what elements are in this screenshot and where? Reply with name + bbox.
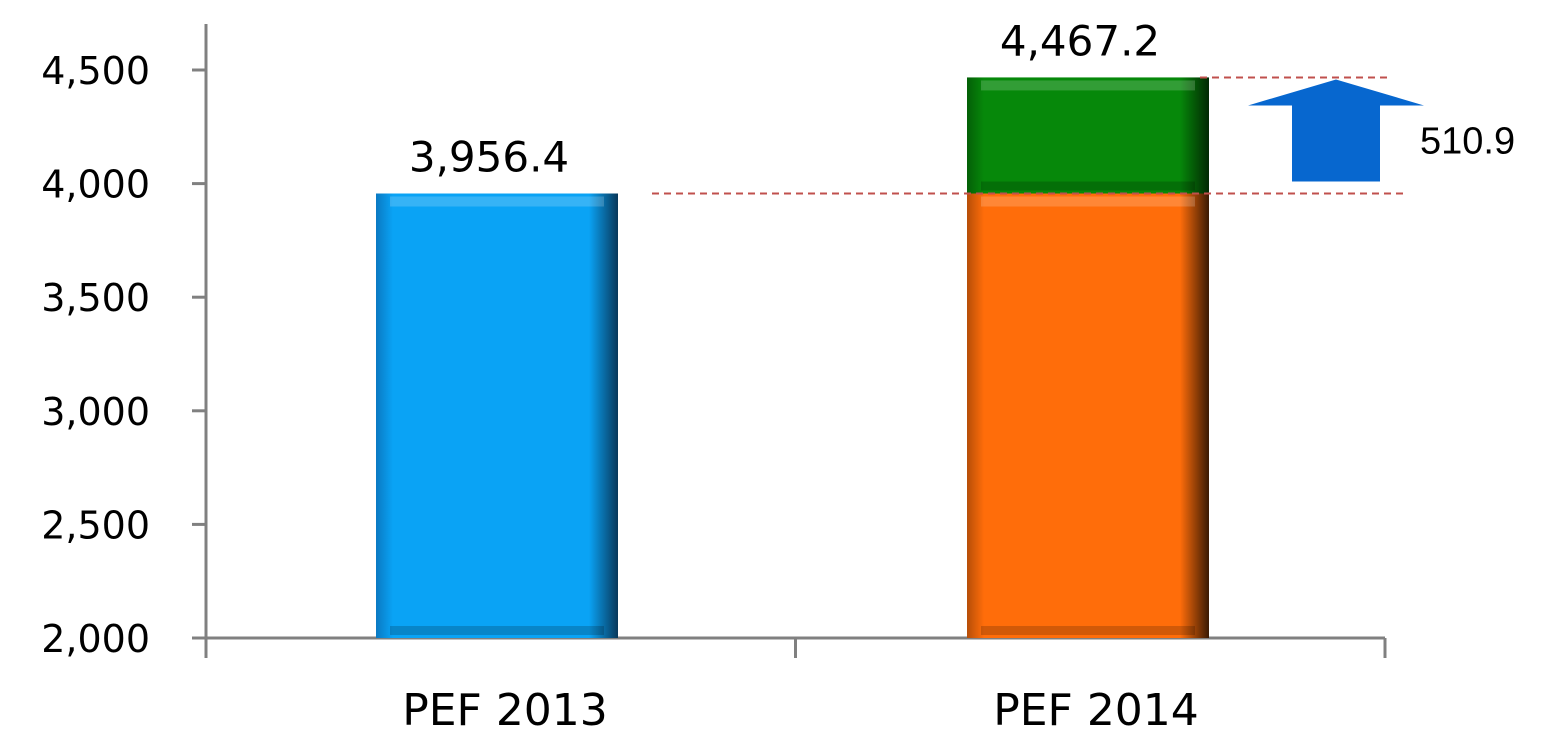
increase-value-label: 510.9 <box>1420 121 1515 163</box>
y-tick-label: 2,500 <box>41 503 150 547</box>
x-category-label: PEF 2013 <box>402 685 608 734</box>
bar-pef-2014-increase-bevel-top <box>981 80 1195 91</box>
bar-pef-2014-base <box>967 193 1209 638</box>
y-tick-label: 3,000 <box>41 390 150 434</box>
bar-pef-2013-bevel-bottom <box>390 626 604 635</box>
y-tick-label: 2,000 <box>41 617 150 661</box>
bar-pef-2014-base-bevel-top <box>981 196 1195 207</box>
increase-arrow-icon <box>1248 79 1424 182</box>
y-tick-label: 4,000 <box>41 163 150 207</box>
bar-pef-2014-increase <box>967 77 1209 194</box>
bar-pef-2014-increase-bevel-bottom <box>981 181 1195 191</box>
bar-pef-2013 <box>376 193 618 638</box>
y-tick-label: 4,500 <box>41 49 150 93</box>
bar-pef-2014-base-bevel-bottom <box>981 626 1195 635</box>
bar-pef-2013-bevel-top <box>390 196 604 207</box>
y-tick-label: 3,500 <box>41 276 150 320</box>
bar-total-label: 4,467.2 <box>1000 16 1160 65</box>
x-category-label: PEF 2014 <box>993 685 1199 734</box>
bar-total-label: 3,956.4 <box>409 133 569 182</box>
